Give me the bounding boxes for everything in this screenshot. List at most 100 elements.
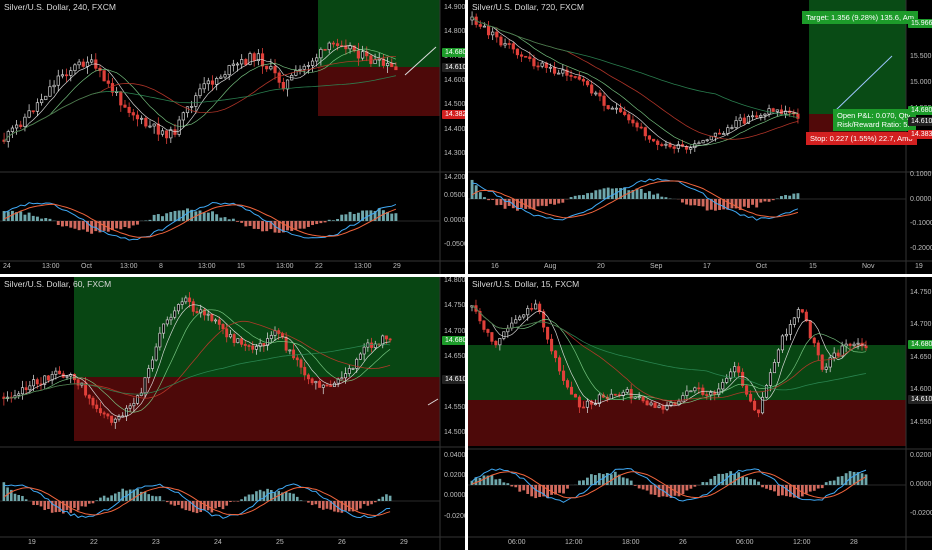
candle-body <box>792 317 796 325</box>
candle-body <box>56 75 60 86</box>
time-axis-tick: 22 <box>90 539 98 546</box>
price-axis-tick: 14.700 <box>910 321 932 329</box>
candle-body <box>247 345 251 347</box>
macd-histogram-bar <box>514 485 518 488</box>
chart-canvas-240[interactable] <box>0 0 465 274</box>
chart-panel-60[interactable]: Silver/U.S. Dollar, 60, FXCM 14.800 14.75… <box>0 277 465 550</box>
price-axis-tick: 14.600 <box>910 386 932 394</box>
candle-body <box>573 393 578 398</box>
macd-histogram-bar <box>609 474 613 485</box>
macd-histogram-bar <box>534 485 538 499</box>
time-axis-tick: Aug <box>544 263 557 270</box>
time-axis-tick: 18:00 <box>622 539 640 546</box>
macd-histogram-bar <box>721 473 725 485</box>
candle-body <box>734 120 738 128</box>
macd-histogram-bar <box>796 193 800 199</box>
candle-body <box>565 380 570 388</box>
candle-body <box>284 336 288 351</box>
chart-canvas-15[interactable] <box>468 277 932 550</box>
macd-histogram-bar <box>507 199 511 206</box>
ma-fast-line <box>3 304 391 418</box>
candle-body <box>577 396 581 408</box>
candle-body <box>759 115 763 118</box>
macd-histogram-bar <box>490 475 494 485</box>
candle-body <box>219 76 223 79</box>
macd-histogram-bar <box>755 199 759 208</box>
macd-histogram-bar <box>229 501 232 503</box>
candle-body <box>548 66 553 69</box>
candle-body <box>534 303 538 310</box>
price-axis-tick: 14.600 <box>444 76 465 84</box>
candle-body <box>344 45 348 50</box>
chart-canvas-60[interactable] <box>0 277 465 550</box>
macd-histogram-bar <box>693 199 697 206</box>
candle-body <box>169 129 173 139</box>
time-axis-tick: 19 <box>28 539 36 546</box>
candle-body <box>356 50 361 59</box>
macd-histogram-bar <box>48 218 52 221</box>
candle-body <box>701 140 705 144</box>
macd-histogram-bar <box>705 482 709 485</box>
candle-body <box>298 68 302 71</box>
candle-body <box>244 59 248 65</box>
candle-body <box>581 78 586 82</box>
macd-histogram-bar <box>119 221 123 230</box>
macd-histogram-bar <box>50 501 54 513</box>
symbol-title[interactable]: Silver/U.S. Dollar, 240, FXCM <box>4 2 116 12</box>
chart-panel-720[interactable]: Silver/U.S. Dollar, 720, FXCM Target: 1.… <box>468 0 932 274</box>
macd-histogram-bar <box>562 485 565 494</box>
macd-histogram-bar <box>824 482 828 485</box>
price-axis-tick: 14.800 <box>444 28 465 36</box>
ma-mid-line <box>3 309 391 413</box>
macd-histogram-bar <box>370 501 373 505</box>
macd-histogram-bar <box>227 219 231 221</box>
symbol-title[interactable]: Silver/U.S. Dollar, 15, FXCM <box>472 279 580 289</box>
macd-histogram-bar <box>625 478 629 485</box>
macd-histogram-bar <box>386 211 390 221</box>
candle-body <box>188 297 192 303</box>
time-axis-tick: 15 <box>237 263 245 270</box>
ma-long-line <box>471 16 798 118</box>
candle-body <box>221 324 225 330</box>
macd-histogram-bar <box>511 199 515 209</box>
macd-histogram-bar <box>816 485 820 489</box>
symbol-title[interactable]: Silver/U.S. Dollar, 720, FXCM <box>472 2 584 12</box>
price-tag-red: 14.383 <box>908 130 932 139</box>
symbol-title[interactable]: Silver/U.S. Dollar, 60, FXCM <box>4 279 112 289</box>
macd-histogram-bar <box>329 501 333 510</box>
macd-histogram-bar <box>757 481 760 485</box>
candle-body <box>90 59 94 63</box>
macd-axis-tick: -0.2000 <box>910 244 932 252</box>
macd-histogram-bar <box>808 485 812 492</box>
macd-histogram-bar <box>641 485 645 490</box>
candle-body <box>347 368 351 374</box>
macd-histogram-bar <box>99 497 102 501</box>
candle-body <box>788 324 792 335</box>
macd-histogram-bar <box>637 485 641 489</box>
macd-histogram-bar <box>578 480 581 485</box>
price-tag-green: 14.680 <box>908 340 932 349</box>
macd-histogram-bar <box>61 501 65 514</box>
time-axis-tick: Oct <box>756 263 767 270</box>
chart-panel-15[interactable]: Silver/U.S. Dollar, 15, FXCM 14.750 14.70… <box>468 277 932 550</box>
candle-body <box>522 314 526 318</box>
horizontal-divider[interactable] <box>0 274 932 277</box>
macd-histogram-bar <box>132 489 136 501</box>
macd-histogram-bar <box>158 496 162 501</box>
candle-body <box>143 377 147 394</box>
candle-body <box>184 297 188 303</box>
candle-body <box>48 86 52 97</box>
candle-body <box>745 385 749 395</box>
candle-body <box>519 54 524 57</box>
macd-histogram-bar <box>24 499 28 501</box>
time-axis-tick: 19 <box>915 263 923 270</box>
candle-body <box>54 370 58 375</box>
macd-histogram-bar <box>188 501 191 511</box>
macd-histogram-bar <box>58 501 61 512</box>
candle-body <box>35 102 40 112</box>
candle-body <box>796 309 800 319</box>
candle-body <box>625 389 629 393</box>
chart-panel-240[interactable]: Silver/U.S. Dollar, 240, FXCM 14.900 14.8… <box>0 0 465 274</box>
macd-axis-tick: 0.0000 <box>444 492 465 500</box>
macd-histogram-bar <box>749 478 752 485</box>
